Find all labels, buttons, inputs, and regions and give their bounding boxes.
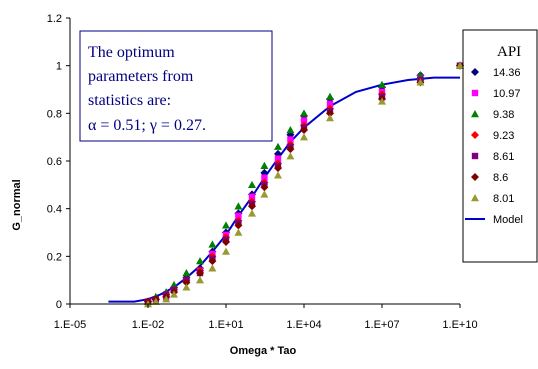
data-point (260, 183, 269, 192)
y-tick-label: 0.2 (47, 251, 62, 263)
data-point (326, 114, 334, 122)
legend-marker (471, 131, 479, 139)
data-point (222, 247, 230, 255)
data-point (208, 257, 217, 266)
legend-label: 8.61 (493, 151, 514, 163)
y-axis-title: G_normal (11, 179, 23, 230)
data-point (261, 174, 268, 181)
legend-label: 9.38 (493, 109, 514, 121)
legend-entry: 9.38 (471, 109, 514, 121)
legend: API 14.36 10.97 9.38 9.23 8.61 8.6 8.01 Model (462, 29, 538, 263)
data-point (196, 276, 204, 284)
legend-frame (462, 29, 538, 263)
legend-entry: 14.36 (471, 67, 521, 79)
legend-label: 8.01 (493, 193, 514, 205)
legend-label: 8.6 (493, 172, 508, 184)
data-point (208, 240, 217, 248)
data-point (234, 228, 243, 236)
legend-entry: 8.6 (471, 172, 508, 184)
data-point (248, 202, 256, 211)
data-point (170, 280, 178, 289)
data-point (182, 283, 191, 291)
x-tick-label: 1.E-02 (132, 319, 164, 331)
legend-entry: 8.01 (471, 193, 514, 205)
data-point (260, 190, 269, 198)
x-tick-label: 1.E+01 (208, 319, 243, 331)
x-tick-label: 1.E+07 (364, 319, 399, 331)
data-point (300, 109, 308, 117)
data-point (234, 221, 243, 230)
legend-entry: Model (465, 214, 523, 226)
annotation-line: parameters from (88, 68, 194, 85)
annotation-line: statistics are: (88, 92, 171, 109)
legend-label: 10.97 (493, 88, 521, 100)
data-point (274, 171, 282, 179)
y-tick-label: 0.4 (47, 204, 62, 216)
x-axis-title: Omega * Tao (230, 345, 297, 357)
data-point (300, 126, 308, 135)
y-tick-label: 0.6 (47, 156, 62, 168)
legend-marker (471, 89, 479, 97)
data-point (235, 212, 242, 220)
legend-marker (471, 152, 479, 160)
data-point (170, 290, 178, 298)
annotation-line: α = 0.51; γ = 0.27. (88, 117, 206, 134)
x-tick-label: 1.E-05 (54, 319, 86, 331)
y-tick-label: 1.2 (47, 13, 62, 25)
data-point (274, 142, 282, 150)
data-point (162, 295, 171, 303)
legend-label: Model (493, 214, 523, 226)
data-point (274, 164, 282, 173)
data-point (286, 152, 295, 160)
data-point (378, 80, 386, 88)
legend-marker (471, 110, 479, 118)
data-point (248, 180, 256, 189)
data-point (287, 136, 294, 143)
data-point (286, 145, 295, 154)
annotation-line: The optimum (88, 44, 175, 61)
y-tick-label: 1 (56, 61, 62, 73)
data-point (248, 193, 256, 200)
data-point (416, 78, 425, 86)
y-tick-label: 0.8 (47, 108, 62, 120)
data-point (182, 269, 191, 277)
data-point (196, 269, 204, 278)
y-tick-label: 0 (56, 299, 62, 311)
ticks-layer: 0 0.2 0.4 0.6 0.8 1 1.2 1.E-05 1.E-02 1.E+01 1.E+0… (47, 13, 478, 331)
x-tick-label: 1.E+10 (442, 319, 477, 331)
data-point (182, 278, 191, 287)
x-tick-label: 1.E+04 (286, 319, 321, 331)
legend-title: API (497, 44, 521, 60)
data-point (300, 117, 308, 124)
data-point (416, 71, 425, 79)
data-point (222, 221, 230, 229)
data-point (234, 202, 243, 210)
data-point (260, 161, 269, 169)
data-point (286, 126, 295, 134)
legend-entry: 9.23 (471, 130, 514, 142)
data-point (326, 92, 334, 100)
data-point (222, 238, 230, 247)
data-point (326, 109, 334, 118)
legend-marker (471, 173, 479, 181)
annotation-box: The optimum parameters from statistics a… (79, 30, 273, 142)
data-point (300, 133, 308, 141)
data-point (196, 257, 204, 265)
legend-label: 9.23 (493, 130, 514, 142)
legend-marker (471, 194, 479, 202)
data-point (248, 209, 256, 217)
points-layer (144, 61, 464, 308)
data-point (208, 264, 217, 272)
data-point (456, 61, 464, 69)
data-point (326, 100, 334, 107)
legend-entry: 10.97 (471, 88, 521, 100)
legend-entry: 8.61 (471, 151, 514, 163)
data-point (151, 297, 160, 305)
legend-label: 14.36 (493, 67, 521, 79)
data-point (274, 155, 282, 162)
data-point (378, 97, 386, 105)
legend-marker (471, 68, 479, 76)
